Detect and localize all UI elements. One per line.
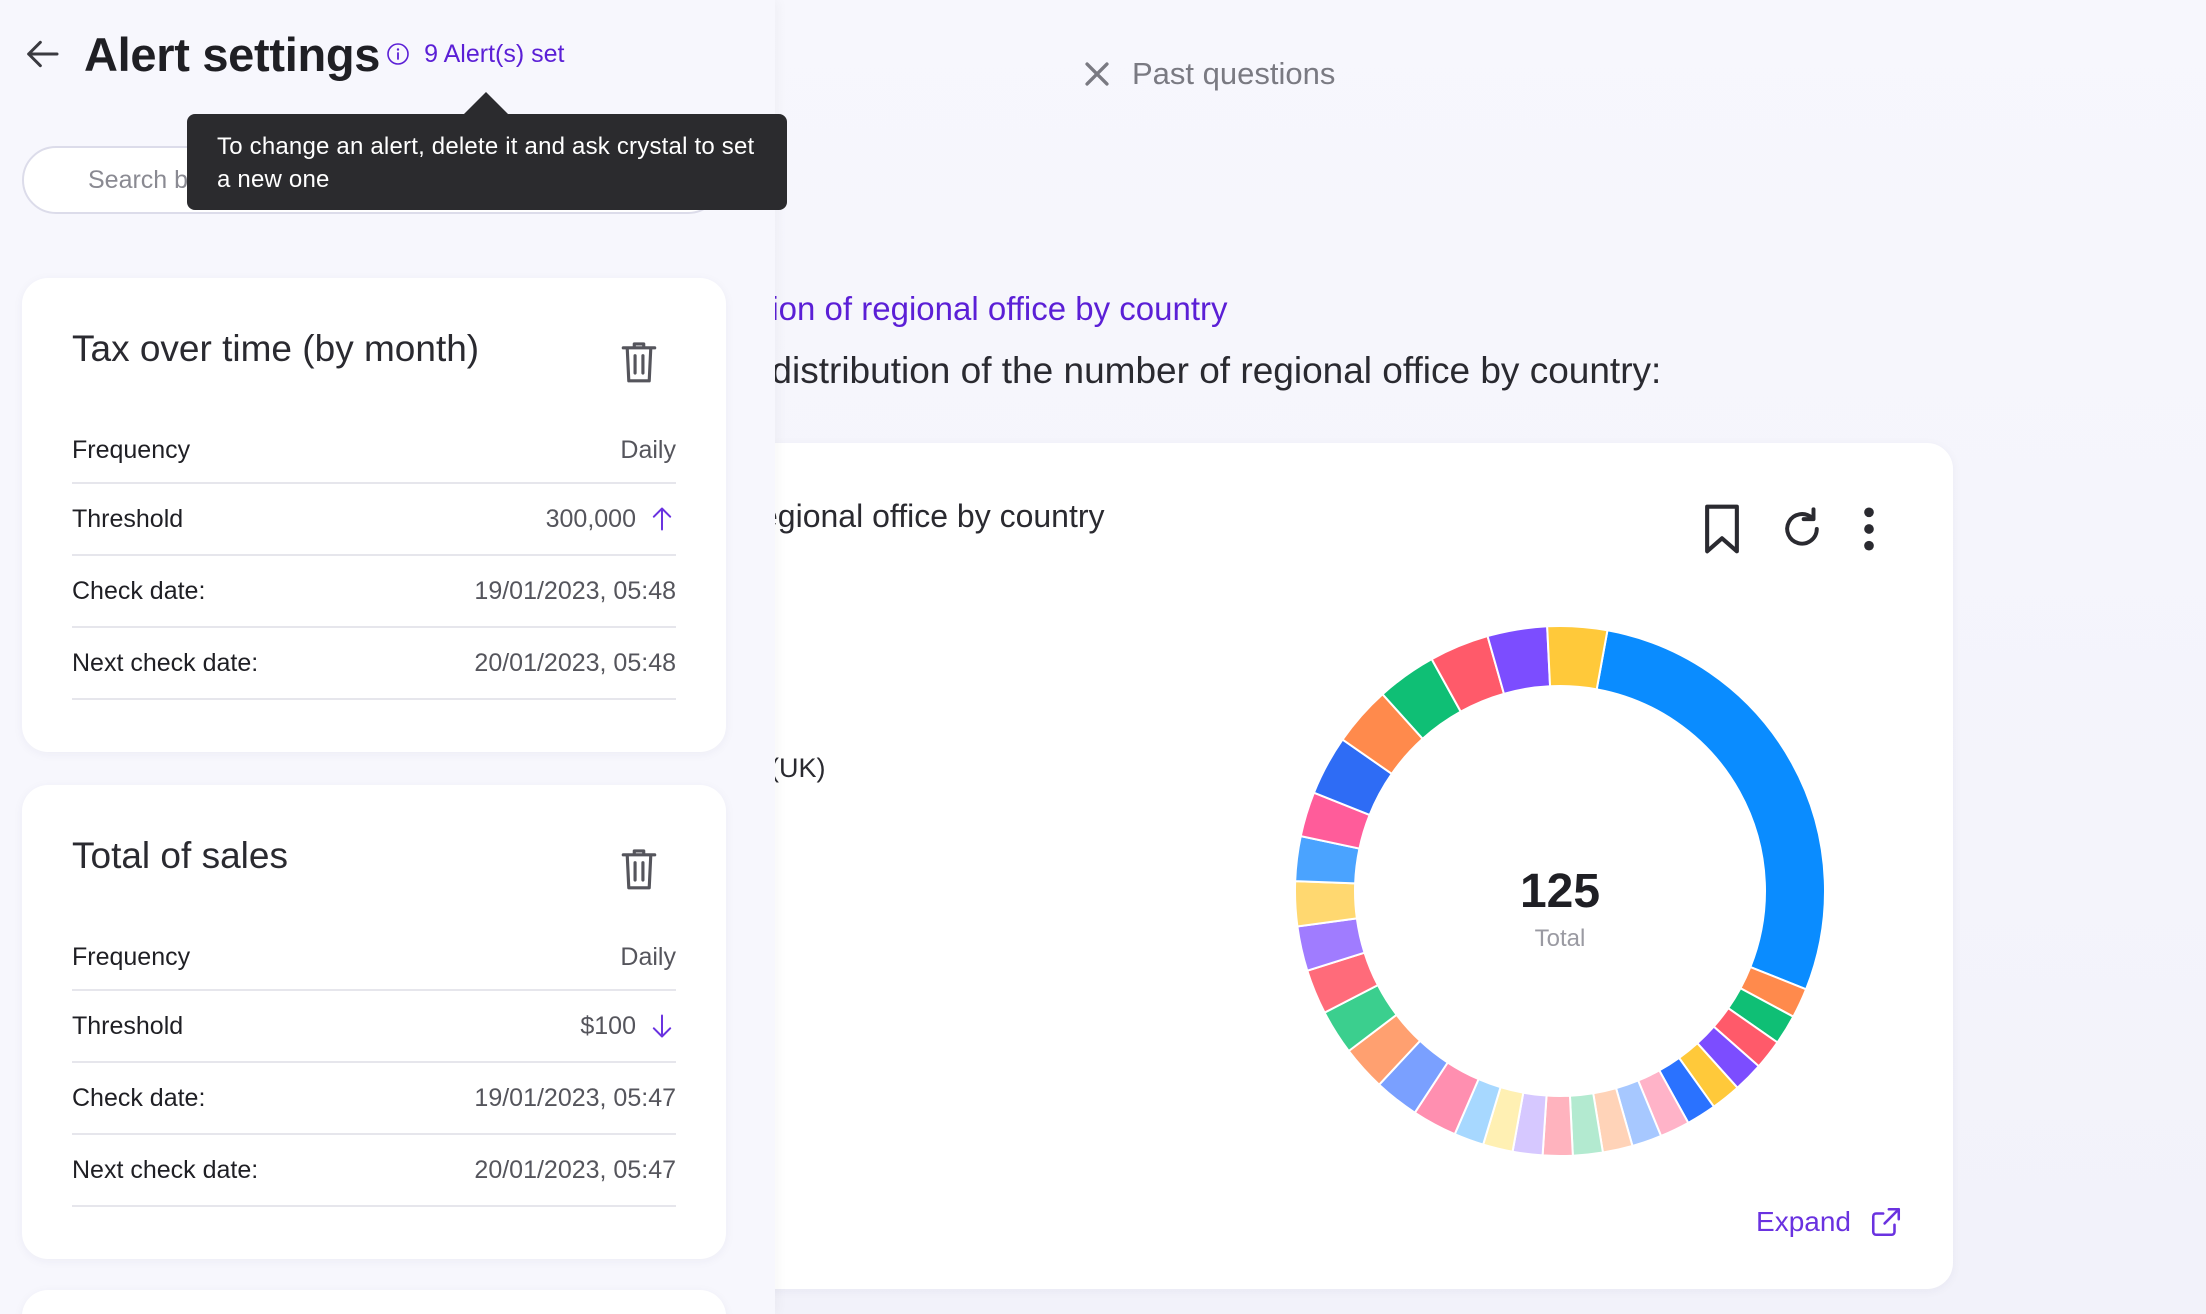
- row-value: 20/01/2023, 05:48: [474, 648, 676, 677]
- row-value: Daily: [620, 942, 676, 971]
- search-placeholder: Search by: [88, 165, 201, 194]
- row-value: 19/01/2023, 05:48: [474, 576, 676, 605]
- expand-label: Expand: [1756, 1206, 1851, 1237]
- trash-icon[interactable]: [620, 847, 658, 891]
- row-label: Check date:: [72, 576, 206, 605]
- row-label: Next check date:: [72, 648, 259, 677]
- alert-row-threshold: Threshold 300,000: [72, 484, 676, 556]
- row-label: Threshold: [72, 1011, 184, 1040]
- chart-title: egional office by country: [760, 498, 1105, 534]
- question-title[interactable]: osition of regional office by country: [720, 290, 1228, 327]
- close-icon: [1085, 62, 1109, 86]
- row-value: 300,000: [545, 504, 636, 533]
- expand-button[interactable]: Expand: [1756, 1205, 1903, 1239]
- alert-row-frequency: Frequency Daily: [72, 925, 676, 991]
- arrow-down-icon: [652, 1014, 672, 1038]
- alert-details: Frequency Daily Threshold $100 Check dat…: [72, 925, 676, 1207]
- page-title: Alert settings: [84, 27, 381, 81]
- alert-row-next-check-date: Next check date: 20/01/2023, 05:48: [72, 628, 676, 700]
- alert-row-check-date: Check date: 19/01/2023, 05:47: [72, 1063, 676, 1135]
- alert-title: Total of sales: [72, 835, 288, 876]
- past-questions-button[interactable]: Past questions: [1080, 56, 1335, 92]
- alert-details: Frequency Daily Threshold 300,000 Check …: [72, 418, 676, 700]
- row-label: Next check date:: [72, 1155, 259, 1184]
- chart-actions: [1699, 503, 1879, 555]
- row-value: $100: [580, 1011, 636, 1040]
- more-options-icon[interactable]: [1859, 503, 1879, 555]
- external-link-icon: [1871, 1207, 1901, 1237]
- info-icon[interactable]: [386, 42, 410, 66]
- alert-row-next-check-date: Next check date: 20/01/2023, 05:47: [72, 1135, 676, 1207]
- row-label: Frequency: [72, 942, 191, 971]
- chart-total-label: Total: [1535, 925, 1586, 952]
- row-value: 20/01/2023, 05:47: [474, 1155, 676, 1184]
- info-tooltip: To change an alert, delete it and ask cr…: [187, 92, 787, 210]
- bookmark-icon[interactable]: [1699, 503, 1745, 555]
- row-value: 19/01/2023, 05:47: [474, 1083, 676, 1112]
- trash-icon[interactable]: [620, 340, 658, 384]
- alert-row-threshold: Threshold $100: [72, 991, 676, 1063]
- alert-row-frequency: Frequency Daily: [72, 418, 676, 484]
- donut-slice[interactable]: [1546, 625, 1609, 691]
- arrow-up-icon: [652, 507, 672, 531]
- alert-card: [22, 1290, 726, 1314]
- chart-card: egional office by country (UK) 125 Total…: [700, 443, 1953, 1289]
- donut-slice[interactable]: [1541, 1094, 1574, 1157]
- alert-title: Tax over time (by month): [72, 328, 480, 369]
- donut-slice[interactable]: [1595, 629, 1826, 991]
- past-questions-label: Past questions: [1132, 56, 1336, 91]
- row-value: Daily: [620, 435, 676, 464]
- alert-settings-panel: Alert settings 9 Alert(s) set Search by …: [0, 0, 775, 1314]
- row-label: Threshold: [72, 504, 184, 533]
- back-arrow-icon[interactable]: [22, 34, 62, 74]
- legend-item: (UK): [770, 753, 826, 783]
- alert-row-check-date: Check date: 19/01/2023, 05:48: [72, 556, 676, 628]
- chart-total-value: 125: [1520, 865, 1600, 918]
- row-label: Check date:: [72, 1083, 206, 1112]
- alert-count-badge: 9 Alert(s) set: [424, 39, 565, 68]
- row-label: Frequency: [72, 435, 191, 464]
- alert-card: Total of sales Frequency Daily Threshold…: [22, 785, 726, 1259]
- alert-card: Tax over time (by month) Frequency Daily…: [22, 278, 726, 752]
- donut-chart: 125 Total: [1294, 625, 1826, 1157]
- panel-header: Alert settings 9 Alert(s) set: [22, 22, 564, 86]
- donut-slice[interactable]: [1294, 880, 1358, 928]
- refresh-icon[interactable]: [1779, 503, 1825, 555]
- answer-text: he distribution of the number of regiona…: [720, 350, 1662, 391]
